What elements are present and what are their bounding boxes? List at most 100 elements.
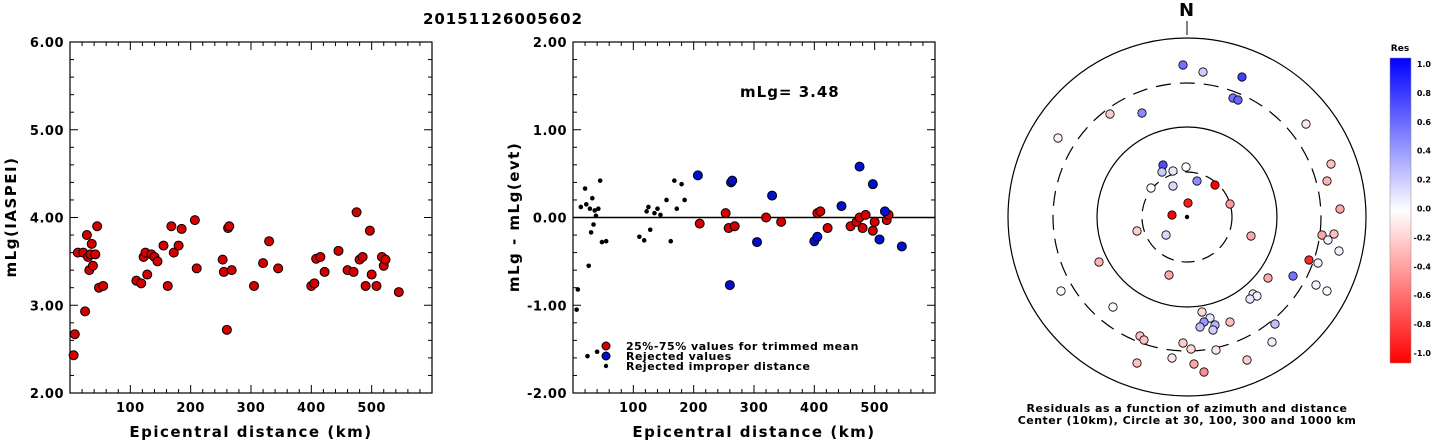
- data-point: [152, 256, 163, 267]
- middle-y-axis-label: mLg - mLg(evt): [505, 142, 523, 292]
- improper-distance-point: [637, 234, 642, 240]
- rejected-point: [767, 190, 778, 201]
- station-residual-point: [1242, 355, 1252, 365]
- trimmed-point: [860, 209, 871, 220]
- x-tick-label: 100: [619, 401, 648, 416]
- station-residual-point: [1322, 176, 1332, 186]
- station-residual-point: [1195, 322, 1205, 332]
- data-point: [189, 215, 200, 226]
- left-x-ticks: 100 200 300 400 500: [81, 42, 421, 416]
- station-residual-point: [1167, 353, 1177, 363]
- left-y-ticks: 2.00 3.00 4.00 5.00 6.00: [30, 36, 432, 402]
- improper-distance-point: [587, 206, 593, 212]
- ring-1000km: [1007, 37, 1367, 397]
- middle-x-axis-label: Epicentral distance (km): [632, 423, 875, 441]
- data-point: [142, 269, 153, 280]
- colorbar-tick-label: 0.8: [1417, 89, 1432, 98]
- station-residual-point: [1246, 231, 1256, 241]
- improper-distance-point: [603, 238, 609, 244]
- rejected-point: [724, 280, 735, 291]
- improper-distance-point: [646, 204, 651, 210]
- data-point: [224, 221, 235, 232]
- data-point: [168, 247, 179, 258]
- station-residual-point: [1186, 344, 1196, 354]
- data-point: [176, 223, 187, 234]
- y-tick-label: 0.00: [533, 212, 567, 227]
- station-residual-point: [1288, 271, 1298, 281]
- station-residual-point: [1267, 337, 1277, 347]
- station-residual-point: [1199, 367, 1209, 377]
- colorbar-tick-label: -0.6: [1414, 291, 1432, 300]
- rejected-point: [752, 237, 763, 248]
- trimmed-point: [857, 223, 868, 234]
- rejected-point: [836, 201, 847, 212]
- trimmed-point: [815, 206, 826, 217]
- left-x-axis-label: Epicentral distance (km): [129, 423, 372, 441]
- trimmed-point: [867, 225, 878, 236]
- trimmed-point: [694, 218, 705, 229]
- center-point: [1184, 214, 1190, 220]
- data-point: [319, 266, 330, 277]
- x-tick-label: 500: [357, 401, 386, 416]
- station-residual-point: [1322, 286, 1332, 296]
- data-point: [173, 240, 184, 251]
- y-tick-label: 2.00: [533, 36, 567, 51]
- improper-distance-point: [679, 181, 684, 187]
- station-residual-point: [1270, 319, 1280, 329]
- data-point: [92, 221, 103, 232]
- improper-distance-point: [672, 178, 677, 183]
- improper-distance-point: [592, 208, 598, 213]
- station-residual-point: [1167, 210, 1177, 220]
- improper-distance-point: [658, 212, 663, 218]
- left-y-axis-label: mLg(IASPEI): [2, 157, 20, 278]
- legend-marker: [601, 351, 611, 361]
- station-residual-point: [1329, 229, 1339, 239]
- station-residual-point: [1178, 338, 1188, 348]
- colorbar-title: Res: [1391, 44, 1409, 54]
- left-scatter-panel: Epicentral distance (km) mLg(IASPEI) 100…: [2, 36, 433, 441]
- improper-distance-point: [594, 349, 600, 355]
- x-tick-label: 400: [800, 401, 829, 416]
- colorbar-tick-label: 0.4: [1417, 147, 1432, 156]
- improper-distance-point: [652, 210, 657, 216]
- station-residual-point: [1168, 181, 1178, 191]
- colorbar-ticks: 1.0 0.8 0.6 0.4 0.2 0.0 -0.2 -0.4 -0.6 -0.8 -1.0: [1414, 60, 1432, 358]
- ring-100km: [1096, 126, 1278, 308]
- rejected-point: [692, 170, 703, 181]
- polar-caption-line1: Residuals as a function of azimuth and d…: [1027, 402, 1348, 415]
- rejected-point: [812, 231, 823, 242]
- improper-distance-point: [668, 238, 674, 244]
- station-residual-point: [1323, 235, 1333, 245]
- trimmed-point: [729, 221, 740, 232]
- improper-distance-point: [574, 307, 579, 312]
- colorbar-tick-label: 0.6: [1417, 118, 1432, 127]
- data-point: [258, 258, 269, 269]
- rejected-point: [867, 179, 878, 190]
- residual-colorbar: Res 1.0 0.8 0.6 0.4 0.2 0.0 -0.2 -0.4 -0.6 -0.8 -1…: [1389, 44, 1432, 364]
- station-residual-point: [1137, 108, 1147, 118]
- station-residual-point: [1237, 72, 1247, 82]
- improper-distance-point: [586, 263, 591, 269]
- station-residual-point: [1157, 167, 1167, 177]
- station-residual-point: [1301, 119, 1311, 129]
- improper-distance-point: [641, 238, 647, 243]
- data-point: [264, 236, 275, 247]
- trimmed-point: [761, 212, 772, 223]
- improper-distance-point: [588, 230, 594, 235]
- y-tick-label: 4.00: [30, 212, 64, 227]
- x-tick-label: 200: [679, 401, 708, 416]
- station-residual-point: [1132, 358, 1142, 368]
- middle-points: [574, 161, 907, 359]
- improper-distance-point: [682, 197, 687, 203]
- rejected-point: [854, 161, 865, 172]
- colorbar-tick-label: -0.8: [1414, 320, 1432, 329]
- y-tick-label: -2.00: [527, 387, 567, 402]
- left-points: [68, 207, 404, 361]
- improper-distance-point: [582, 186, 588, 191]
- left-plot-frame: [69, 41, 433, 394]
- improper-distance-point: [596, 206, 601, 212]
- legend-label: 25%-75% values for trimmed mean: [626, 340, 859, 353]
- improper-distance-point: [647, 227, 653, 233]
- station-residual-point: [1225, 199, 1235, 209]
- polar-residual-plot: N Residuals as a function of azimuth and…: [1007, 0, 1367, 427]
